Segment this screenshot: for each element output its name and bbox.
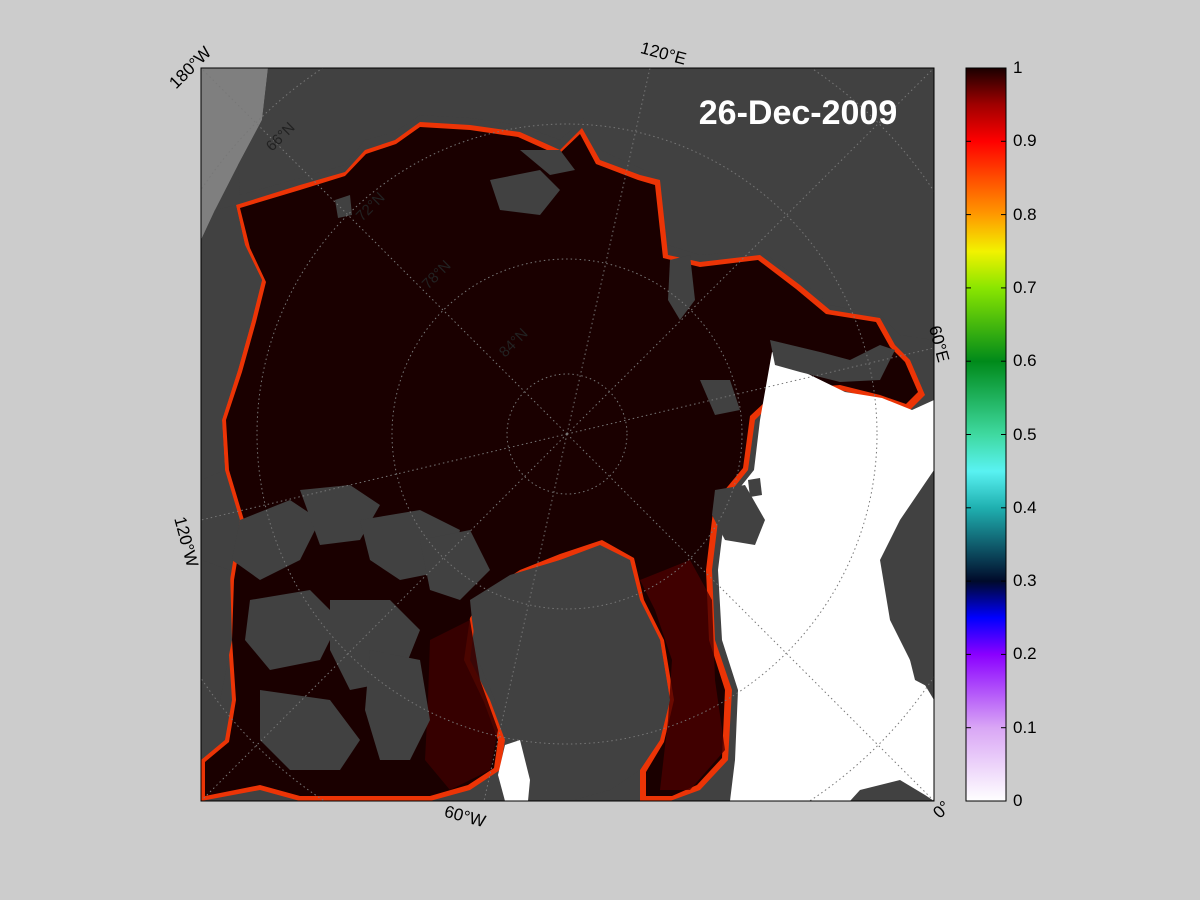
colorbar-tick-label: 0 [1013, 791, 1023, 810]
colorbar-tick-label: 0.4 [1013, 497, 1037, 517]
alaska-land [201, 205, 262, 480]
date-label: 26-Dec-2009 [699, 94, 897, 132]
open-water [718, 352, 934, 801]
colorbar-tick-marks [966, 67, 1006, 802]
greenland [470, 548, 670, 801]
colorbar-tick-label: 0.2 [1013, 644, 1037, 664]
colorbar-tick-label: 0.3 [1013, 571, 1037, 591]
colorbar-tick-label: 0.5 [1013, 424, 1037, 444]
colorbar-tick-label: 1 [1013, 58, 1023, 77]
novaya-zemlya [770, 340, 895, 382]
siberia-land [238, 68, 934, 340]
ice-marginal-zone [640, 560, 725, 790]
scandinavia-coast [905, 630, 934, 690]
svalbard-islands [712, 478, 765, 545]
open-water-greenland [498, 740, 530, 801]
colorbar-tick-label: 0.8 [1013, 204, 1037, 224]
ice-marginal-zone-baffin [425, 620, 498, 790]
colorbar-tick-label: 0.1 [1013, 717, 1037, 737]
colorbar-bar [965, 67, 1007, 802]
canadian-archipelago [201, 485, 490, 770]
map-frame [200, 67, 935, 802]
colorbar-tick-label: 0.9 [1013, 131, 1037, 151]
colorbar-tick-label: 0.6 [1013, 351, 1037, 371]
arctic-islands [335, 150, 740, 415]
colorbar-tick-label: 0.7 [1013, 277, 1037, 297]
graticule [201, 68, 934, 801]
iceland [850, 780, 934, 801]
outside-domain [201, 68, 268, 240]
